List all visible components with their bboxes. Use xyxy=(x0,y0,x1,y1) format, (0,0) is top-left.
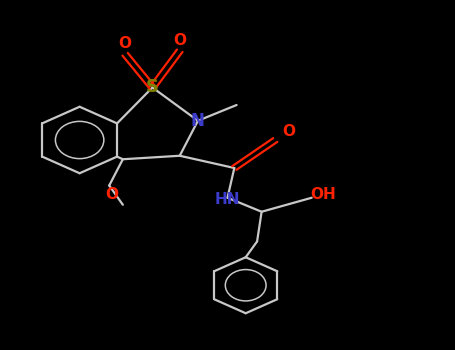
Text: O: O xyxy=(105,187,118,202)
Text: HN: HN xyxy=(215,192,240,207)
Text: O: O xyxy=(173,33,186,48)
Text: O: O xyxy=(283,124,295,139)
Text: N: N xyxy=(191,112,205,130)
Text: OH: OH xyxy=(310,188,336,202)
Text: O: O xyxy=(119,36,131,51)
Text: S: S xyxy=(146,78,159,97)
